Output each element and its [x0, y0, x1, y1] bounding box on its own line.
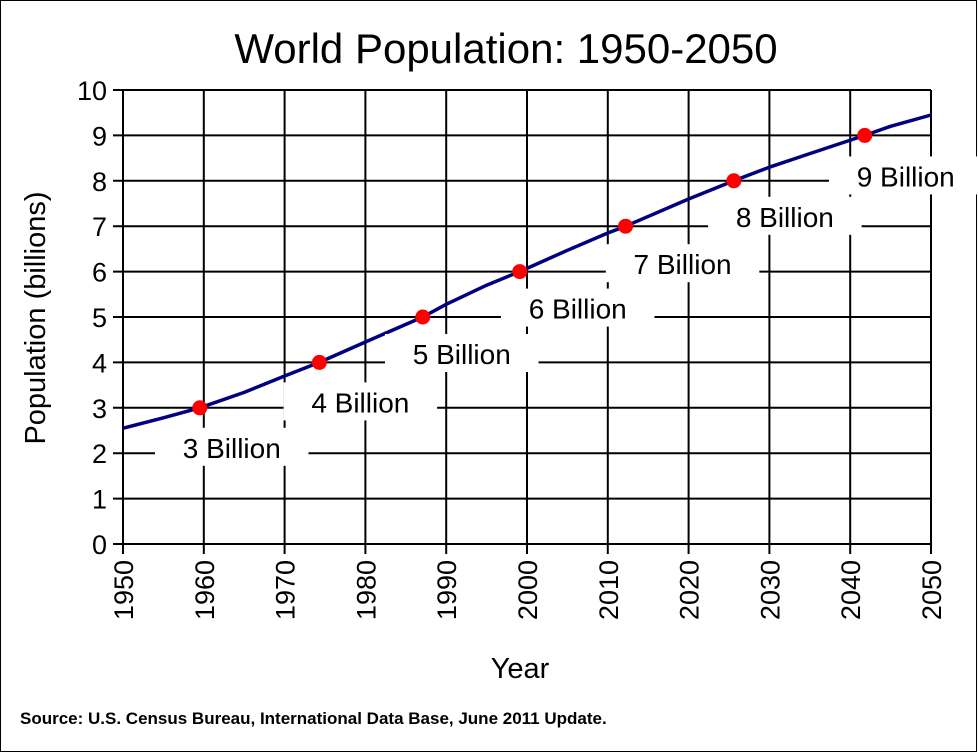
chart-title: World Population: 1950-2050	[234, 25, 777, 72]
x-axis-label: Year	[491, 653, 550, 685]
milestone-point	[415, 309, 431, 325]
y-tick-label: 10	[77, 76, 107, 106]
milestone-point	[726, 173, 742, 189]
milestone-point	[618, 218, 634, 234]
y-tick-label: 9	[92, 121, 107, 151]
milestone-point	[857, 127, 873, 143]
milestone-point	[512, 264, 528, 280]
x-tick-label: 1950	[109, 560, 139, 620]
y-tick-label: 5	[92, 303, 107, 333]
y-axis-label: Population (billions)	[20, 191, 52, 444]
x-tick-label: 2040	[836, 560, 866, 620]
x-tick-label: 1980	[351, 560, 381, 620]
x-tick-label: 2020	[675, 560, 705, 620]
milestone-label: 6 Billion	[529, 294, 627, 325]
x-tick-label: 2030	[755, 560, 785, 620]
milestone-label-bg	[155, 427, 309, 466]
milestone-label: 8 Billion	[736, 202, 834, 233]
milestone-label: 7 Billion	[634, 249, 732, 280]
milestone-label: 9 Billion	[857, 161, 955, 192]
x-tick-label: 1990	[432, 560, 462, 620]
x-tick-label: 2050	[917, 560, 947, 620]
y-tick-label: 3	[92, 394, 107, 424]
milestone-label: 4 Billion	[311, 387, 409, 418]
tick-labels: 0 1 2 3 4 5 6 7 8 9 10 1950 1960 1970 1980 1990 2000 2010…	[77, 76, 947, 620]
milestone-label-bg	[708, 196, 862, 235]
y-tick-label: 4	[92, 348, 107, 378]
x-tick-label: 2010	[594, 560, 624, 620]
x-tick-label: 2000	[513, 560, 543, 620]
milestone-label-bg	[283, 382, 438, 421]
y-tick-label: 8	[92, 167, 107, 197]
milestone-points	[192, 127, 873, 416]
milestone-label-bg	[385, 334, 539, 372]
y-tick-label: 6	[92, 258, 107, 288]
milestone-label-bg	[500, 288, 655, 327]
milestone-label-bg	[605, 244, 760, 283]
milestone-point	[192, 400, 208, 416]
y-tick-label: 0	[92, 530, 107, 560]
y-tick-label: 7	[92, 212, 107, 242]
milestone-point	[311, 354, 327, 370]
source-note: Source: U.S. Census Bureau, Internationa…	[20, 709, 607, 728]
milestone-label-bg	[828, 156, 978, 195]
milestone-label: 3 Billion	[183, 433, 281, 464]
y-tick-label: 1	[92, 485, 107, 515]
x-tick-label: 1970	[271, 560, 301, 620]
milestone-label: 5 Billion	[413, 339, 511, 370]
y-tick-label: 2	[92, 439, 107, 469]
x-tick-label: 1960	[190, 560, 220, 620]
